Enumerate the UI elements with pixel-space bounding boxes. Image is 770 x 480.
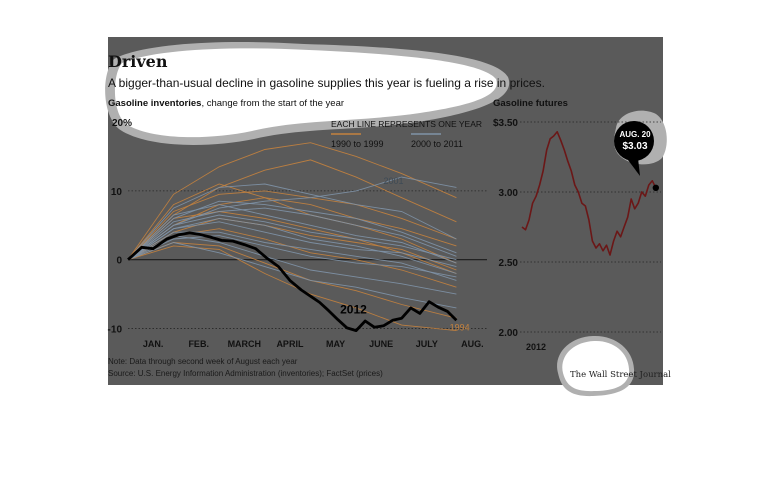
series-line-1990s <box>127 183 457 264</box>
series-line-2000s <box>127 176 457 261</box>
series-line-2000s <box>127 200 457 261</box>
x-tick-label: JAN. <box>143 339 164 349</box>
series-line-2000s <box>127 235 457 278</box>
y-tick-label: 10 <box>111 187 123 198</box>
x-tick-label: 2012 <box>526 342 546 352</box>
x-tick-label: MAY <box>326 339 345 349</box>
x-tick-label: JULY <box>416 339 438 349</box>
legend-entry-label: 2000 to 2011 <box>411 139 463 149</box>
inventories-title-bold: Gasoline inventories <box>108 98 202 109</box>
series-line-2000s <box>127 183 457 260</box>
annotation-2001: 2001 <box>383 176 403 186</box>
annotation-1994: 1994 <box>450 323 470 333</box>
futures-chart-title: Gasoline futures <box>493 98 568 109</box>
publisher-credit: The Wall Street Journal <box>570 370 671 380</box>
series-line-1990s <box>127 211 457 274</box>
callout-value: $3.03 <box>622 141 647 152</box>
page-subtitle: A bigger-than-usual decline in gasoline … <box>108 76 545 90</box>
legend-entry-label: 1990 to 1999 <box>331 139 384 149</box>
top-glare-overlay <box>105 41 510 145</box>
x-tick-label: MARCH <box>228 339 262 349</box>
footnote: Note: Data through second week of August… <box>108 357 298 366</box>
inventories-title-rest: , change from the start of the year <box>201 98 345 109</box>
y-tick-label: 0 <box>116 256 122 267</box>
x-tick-label: APRIL <box>276 339 304 349</box>
bottom-glare-overlay <box>557 335 635 397</box>
page-title: Driven <box>108 52 168 71</box>
inventories-chart-title: Gasoline inventories, change from the st… <box>108 98 344 109</box>
y-tick-label: 2.00 <box>499 328 519 339</box>
series-line-2000s <box>127 235 457 295</box>
series-line-1990s <box>127 217 457 271</box>
callout-date: AUG. 20 <box>619 130 651 139</box>
inventories-chart: 10 0 -10 20% 2012 2001 1994 JAN. FEB. MARCH APRIL M… <box>108 118 487 349</box>
x-tick-label: JUNE <box>369 339 393 349</box>
y-tick-label: 2.50 <box>499 258 519 269</box>
legend-heading: EACH LINE REPRESENTS ONE YEAR <box>331 119 482 129</box>
series-line-1990s <box>127 190 457 261</box>
series-line-1990s <box>127 242 457 319</box>
series-line-1990s <box>127 197 457 261</box>
series-line-2012 <box>127 231 458 333</box>
futures-chart: $3.50 3.00 2.50 2.00 2012 AUG. 20 $3.03 <box>493 118 661 352</box>
y-tick-label: $3.50 <box>493 118 518 129</box>
x-tick-label: FEB. <box>188 339 209 349</box>
series-line-2000s <box>127 242 457 309</box>
x-tick-label: AUG. <box>461 339 484 349</box>
y-tick-label: 3.00 <box>499 188 519 199</box>
series-line-2000s <box>127 204 457 264</box>
series-line-2000s <box>127 221 457 268</box>
series-line-2000s <box>127 231 457 281</box>
series-line-1990s <box>127 142 457 260</box>
series-line-2000s <box>127 207 457 261</box>
callout-bubble <box>614 121 654 161</box>
series-line-1990s <box>127 159 457 261</box>
series-line-2000s <box>127 214 457 261</box>
series-label-2012: 2012 <box>340 302 367 316</box>
y-tick-label: 20% <box>112 118 132 129</box>
futures-line <box>521 131 657 256</box>
series-line-1990s <box>127 245 457 332</box>
y-tick-label: -10 <box>108 325 123 336</box>
series-line-2000s <box>127 217 457 274</box>
last-value-dot <box>652 184 660 191</box>
callout-pointer <box>628 158 640 176</box>
source-line: Source: U.S. Energy Information Administ… <box>108 369 383 378</box>
